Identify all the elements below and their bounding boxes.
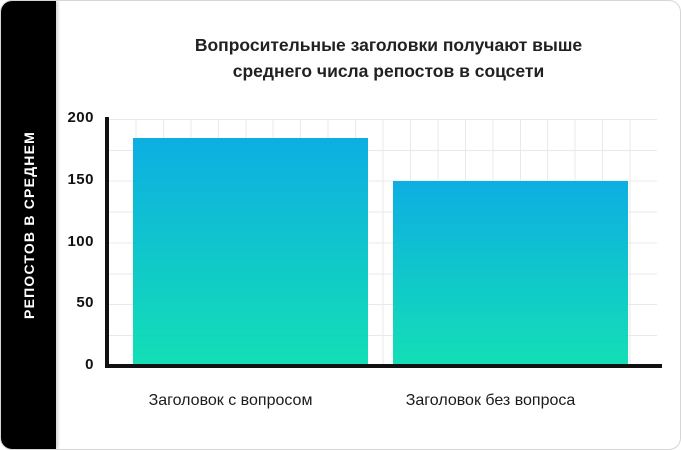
y-axis-title: РЕПОСТОВ В СРЕДНЕМ <box>20 131 37 319</box>
y-tick-label-0: 0 <box>85 356 94 373</box>
y-tick-label-50: 50 <box>76 294 94 312</box>
y-tick-label-150: 150 <box>67 170 94 188</box>
chart-title-line-1: Вопросительные заголовки получают выше <box>194 35 583 55</box>
chart-y-axis-band: РЕПОСТОВ В СРЕДНЕМ <box>1 1 56 449</box>
chart-title-line-2: среднего числа репостов в соцсети <box>232 61 545 81</box>
bar-1 <box>133 137 368 366</box>
y-axis-line <box>105 117 109 368</box>
y-tick-label-200: 200 <box>67 109 94 126</box>
y-tick-label-100: 100 <box>67 232 94 250</box>
plot-area <box>108 119 657 366</box>
category-label-1: Заголовок с вопросом <box>148 392 313 409</box>
chart-title: Вопросительные заголовки получают выше с… <box>108 32 669 84</box>
x-axis-line <box>105 364 662 368</box>
category-label-2: Заголовок без вопроса <box>405 392 576 409</box>
bar-2 <box>393 180 628 366</box>
